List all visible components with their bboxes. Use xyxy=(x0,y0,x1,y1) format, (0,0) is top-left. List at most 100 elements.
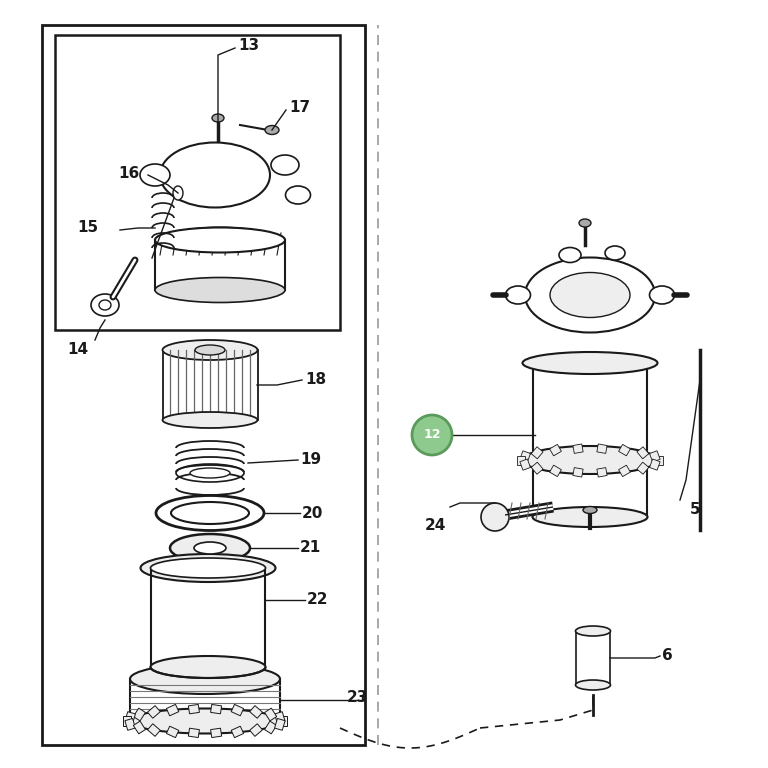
Bar xyxy=(250,723,263,737)
Ellipse shape xyxy=(155,227,285,263)
Bar xyxy=(134,708,145,721)
Ellipse shape xyxy=(575,680,611,690)
Bar xyxy=(275,718,285,730)
Text: 14: 14 xyxy=(67,343,88,357)
Ellipse shape xyxy=(141,554,276,582)
Ellipse shape xyxy=(194,542,226,554)
Ellipse shape xyxy=(130,709,280,733)
Bar xyxy=(188,728,200,737)
Ellipse shape xyxy=(91,294,119,316)
Text: 16: 16 xyxy=(118,165,139,180)
Bar xyxy=(637,447,649,458)
Ellipse shape xyxy=(583,507,597,514)
Ellipse shape xyxy=(155,277,285,303)
Text: 19: 19 xyxy=(300,452,321,468)
Ellipse shape xyxy=(212,114,224,122)
Ellipse shape xyxy=(190,468,230,478)
Ellipse shape xyxy=(176,464,244,482)
Bar xyxy=(210,704,222,713)
Bar xyxy=(167,704,179,716)
Text: 18: 18 xyxy=(305,372,326,388)
Bar xyxy=(134,721,145,734)
Ellipse shape xyxy=(605,246,625,260)
Ellipse shape xyxy=(650,286,674,304)
Text: 12: 12 xyxy=(423,429,441,442)
Bar xyxy=(279,716,287,726)
Text: 21: 21 xyxy=(300,541,321,555)
Bar xyxy=(167,727,179,737)
Ellipse shape xyxy=(579,219,591,227)
Bar xyxy=(163,350,258,420)
Circle shape xyxy=(481,503,509,531)
Circle shape xyxy=(412,415,452,455)
Text: 23: 23 xyxy=(347,690,369,704)
Text: 17: 17 xyxy=(289,101,310,115)
Ellipse shape xyxy=(170,534,250,562)
Ellipse shape xyxy=(522,352,657,374)
Bar xyxy=(531,447,543,458)
Bar xyxy=(55,35,340,330)
Bar xyxy=(188,704,200,713)
Bar xyxy=(517,456,525,465)
Ellipse shape xyxy=(171,502,249,524)
Bar xyxy=(231,727,243,737)
Ellipse shape xyxy=(173,186,183,200)
Ellipse shape xyxy=(532,507,647,527)
Bar xyxy=(531,462,543,474)
Bar xyxy=(210,728,222,737)
Bar xyxy=(550,445,561,456)
Ellipse shape xyxy=(575,626,611,636)
Ellipse shape xyxy=(163,412,257,428)
Bar xyxy=(125,718,135,730)
Bar xyxy=(573,444,583,453)
Ellipse shape xyxy=(151,656,266,678)
Bar xyxy=(264,721,276,734)
Ellipse shape xyxy=(163,340,257,360)
Ellipse shape xyxy=(130,664,280,694)
Bar xyxy=(264,708,276,721)
Bar xyxy=(147,723,161,737)
Text: 24: 24 xyxy=(424,518,445,532)
Bar xyxy=(573,468,583,477)
Ellipse shape xyxy=(195,345,225,355)
Bar xyxy=(597,468,607,477)
Text: 6: 6 xyxy=(662,648,673,664)
Ellipse shape xyxy=(550,273,630,317)
Text: 13: 13 xyxy=(238,38,259,54)
Bar xyxy=(650,451,660,462)
Ellipse shape xyxy=(525,257,655,333)
Bar xyxy=(618,465,631,477)
Bar xyxy=(231,704,243,716)
Text: 15: 15 xyxy=(77,220,98,236)
Ellipse shape xyxy=(156,495,264,531)
Ellipse shape xyxy=(151,558,266,578)
Bar xyxy=(520,451,531,462)
Bar xyxy=(637,462,649,474)
Bar xyxy=(147,706,161,718)
Ellipse shape xyxy=(522,446,657,474)
Bar xyxy=(655,456,663,465)
Ellipse shape xyxy=(99,300,111,310)
Ellipse shape xyxy=(160,143,270,207)
Bar xyxy=(250,706,263,718)
Bar xyxy=(42,25,365,745)
Bar xyxy=(155,240,285,290)
Bar xyxy=(123,716,131,726)
Text: 20: 20 xyxy=(302,505,323,521)
Ellipse shape xyxy=(286,186,310,204)
Text: 22: 22 xyxy=(307,592,329,607)
Bar xyxy=(597,444,607,453)
Ellipse shape xyxy=(140,164,170,186)
Ellipse shape xyxy=(271,155,299,175)
Bar xyxy=(275,712,285,723)
Bar xyxy=(550,465,561,477)
Ellipse shape xyxy=(505,286,531,304)
Bar xyxy=(650,459,660,470)
Ellipse shape xyxy=(265,125,279,134)
Bar xyxy=(125,712,135,723)
Ellipse shape xyxy=(559,247,581,263)
Bar xyxy=(520,459,531,470)
Bar xyxy=(618,445,631,456)
Ellipse shape xyxy=(155,227,285,253)
Text: 5: 5 xyxy=(690,502,700,518)
